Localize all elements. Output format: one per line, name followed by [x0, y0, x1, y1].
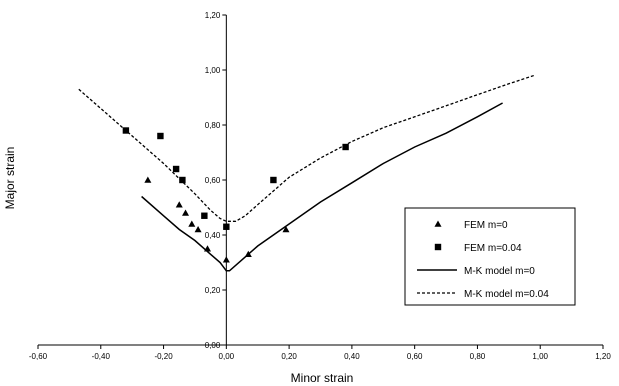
x-tick-label: 0,20: [281, 352, 297, 361]
fem-m004-point: [179, 176, 186, 184]
y-tick-label: 1,00: [205, 66, 221, 75]
fem-m0-point: [222, 256, 230, 263]
fem-m0-point: [175, 201, 183, 208]
fem-m0-point: [194, 226, 202, 233]
x-tick-label: 0,60: [407, 352, 423, 361]
fem-m0-point: [188, 220, 196, 227]
legend-key-0: [434, 220, 442, 227]
axes: -0,60 -0,40 -0,20 0,00 0,20 0,40 0,60 0,80 1,00 1…: [29, 11, 611, 361]
series-line-mk-m0: [141, 102, 503, 272]
y-tick-label: 1,20: [205, 11, 221, 20]
y-tick-label: 0,60: [205, 176, 221, 185]
chart-marks: [78, 74, 535, 272]
legend-key-1: [434, 243, 442, 251]
x-tick-label: 0,00: [219, 352, 235, 361]
y-tick-label: 0,40: [205, 231, 221, 240]
legend-label: M-K model m=0: [464, 266, 535, 277]
x-tick-label: -0,40: [92, 352, 111, 361]
fem-m0-point: [204, 245, 211, 252]
legend: FEM m=0 FEM m=0.04 M-K model m=0 M-K model …: [404, 207, 576, 306]
fem-m004-point: [223, 223, 230, 230]
fem-m004-point: [157, 132, 164, 140]
x-tick-label: 1,00: [532, 352, 548, 361]
fem-m004-point: [172, 165, 180, 173]
y-tick-label: 0,20: [205, 286, 221, 295]
fem-m0-point: [182, 209, 190, 216]
x-tick-label: -0,60: [29, 352, 48, 361]
legend-label: M-K model m=0.04: [464, 289, 549, 300]
legend-box: [404, 207, 576, 306]
legend-label: FEM m=0.04: [464, 243, 522, 254]
x-axis-title: Minor strain: [291, 371, 354, 385]
fem-m004-point: [270, 176, 277, 184]
x-tick-label: 1,20: [595, 352, 611, 361]
y-axis-title: Major strain: [3, 147, 17, 210]
fem-m004-point: [201, 212, 208, 219]
y-tick-label: 0,00: [205, 341, 221, 350]
fem-m0-point: [282, 226, 290, 233]
fem-m004-point: [122, 127, 130, 134]
x-tick-label: 0,40: [344, 352, 360, 361]
y-tick-label: 0,80: [205, 121, 221, 130]
legend-label: FEM m=0: [464, 220, 508, 231]
fem-m0-point: [144, 176, 152, 183]
x-tick-label: -0,20: [154, 352, 173, 361]
fem-m004-point: [342, 143, 349, 151]
x-tick-label: 0,80: [470, 352, 486, 361]
fem-m0-point: [244, 250, 252, 258]
series-line-mk-m004: [78, 74, 535, 222]
